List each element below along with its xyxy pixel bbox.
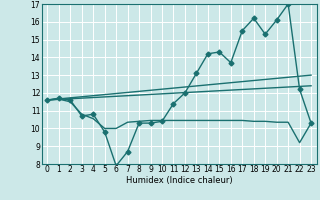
X-axis label: Humidex (Indice chaleur): Humidex (Indice chaleur) [126, 176, 233, 185]
